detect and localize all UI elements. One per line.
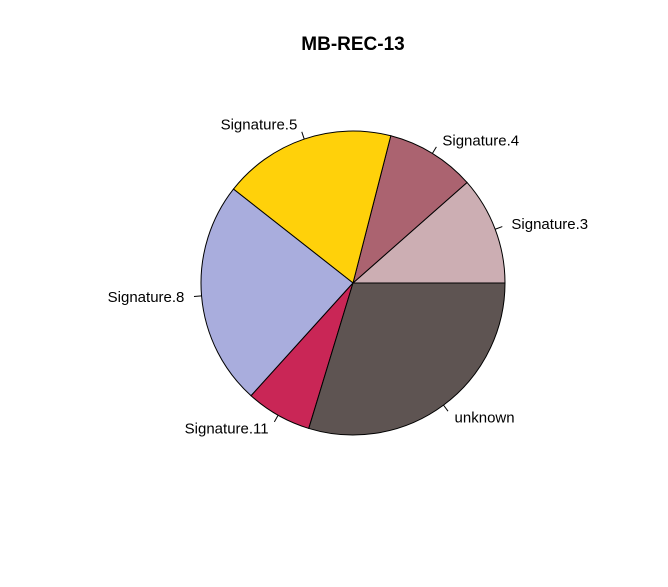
pie-slice-signature-3 xyxy=(351,181,506,284)
pie-label-signature-11: Signature.11 xyxy=(185,420,269,437)
pie-leader-signature-11 xyxy=(273,415,279,423)
pie-label-signature-5: Signature.5 xyxy=(221,117,298,134)
pie-leader-signature-8 xyxy=(193,295,202,298)
pie-label-unknown: unknown xyxy=(455,409,515,426)
pie-label-signature-3: Signature.3 xyxy=(511,216,588,233)
pie-label-signature-8: Signature.8 xyxy=(108,289,185,306)
pie-slices xyxy=(200,130,506,436)
pie-label-signature-4: Signature.4 xyxy=(442,132,519,149)
pie-leader-signature-5 xyxy=(301,131,305,140)
pie-leader-unknown xyxy=(443,404,449,412)
pie-leader-signature-4 xyxy=(431,146,437,154)
chart-title: MB-REC-13 xyxy=(301,34,404,55)
pie-leader-signature-3 xyxy=(495,226,503,230)
pie-slice-signature-8 xyxy=(200,188,354,397)
pie-labels: Signature.3 Signature.4 Signature.5 Signatu… xyxy=(108,117,588,438)
pie-slice-signature-5 xyxy=(232,130,392,284)
